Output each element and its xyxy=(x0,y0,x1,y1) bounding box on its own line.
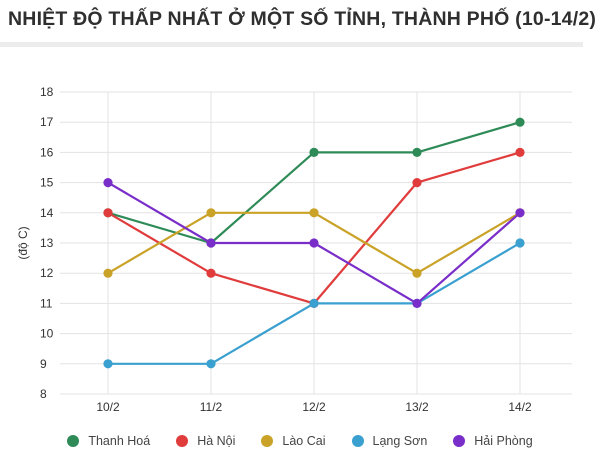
y-axis-label: (độ C) xyxy=(16,226,30,259)
data-point xyxy=(103,359,113,369)
y-tick-label: 8 xyxy=(40,387,47,401)
y-tick-label: 10 xyxy=(40,327,54,341)
data-point xyxy=(103,178,113,188)
title-divider xyxy=(0,42,583,47)
y-tick-label: 17 xyxy=(40,115,54,129)
data-point xyxy=(206,359,216,369)
data-point xyxy=(206,208,216,218)
legend-label: Hà Nội xyxy=(197,434,236,448)
y-tick-label: 18 xyxy=(40,85,54,99)
y-tick-label: 12 xyxy=(40,266,54,280)
legend-item: Lào Cai xyxy=(261,434,326,448)
data-point xyxy=(412,178,422,188)
legend-item: Thanh Hoá xyxy=(67,434,150,448)
data-point xyxy=(309,208,319,218)
legend-swatch xyxy=(176,435,189,447)
chart-legend: Thanh Hoá Hà Nội Lào Cai Lạng Sơn Hải Phòng xyxy=(0,434,600,448)
data-point xyxy=(515,147,525,157)
y-tick-label: 16 xyxy=(40,145,54,159)
x-tick-label: 10/2 xyxy=(96,400,120,414)
data-point xyxy=(412,298,422,308)
legend-swatch xyxy=(453,435,466,447)
data-point xyxy=(515,117,525,127)
data-point xyxy=(412,147,422,157)
legend-item: Lạng Sơn xyxy=(351,434,428,448)
legend-swatch xyxy=(261,435,274,447)
y-tick-label: 9 xyxy=(40,357,47,371)
legend-label: Thanh Hoá xyxy=(88,434,151,448)
data-point xyxy=(515,208,525,218)
legend-item: Hà Nội xyxy=(176,434,235,448)
x-tick-label: 11/2 xyxy=(200,400,223,414)
data-point xyxy=(206,238,216,248)
data-point xyxy=(103,208,113,218)
x-tick-label: 13/2 xyxy=(405,400,429,414)
legend-label: Lạng Sơn xyxy=(372,434,428,448)
legend-swatch xyxy=(67,435,80,447)
legend-swatch xyxy=(351,435,364,447)
data-point xyxy=(515,238,525,248)
data-point xyxy=(412,268,422,278)
y-tick-label: 14 xyxy=(40,206,54,220)
data-point xyxy=(309,298,319,308)
x-tick-label: 12/2 xyxy=(302,400,326,414)
y-tick-label: 13 xyxy=(40,236,54,250)
legend-item: Hải Phòng xyxy=(453,434,533,448)
data-point xyxy=(309,238,319,248)
y-tick-label: 11 xyxy=(40,296,53,310)
legend-label: Hải Phòng xyxy=(474,434,533,448)
x-tick-label: 14/2 xyxy=(508,400,532,414)
data-point xyxy=(103,268,113,278)
legend-label: Lào Cai xyxy=(282,434,326,448)
data-point xyxy=(206,268,216,278)
data-point xyxy=(309,147,319,157)
y-tick-label: 15 xyxy=(40,176,54,190)
chart-title: NHIỆT ĐỘ THẤP NHẤT Ở MỘT SỐ TỈNH, THÀNH … xyxy=(8,8,597,30)
